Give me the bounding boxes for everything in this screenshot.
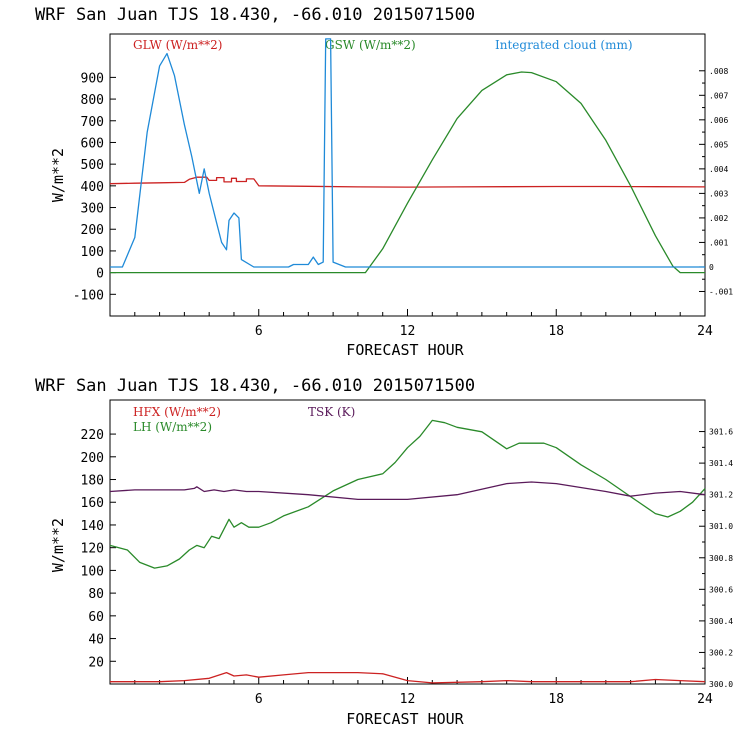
y2-tick-label: .002	[709, 214, 728, 223]
series-line-0-1	[110, 71, 705, 274]
x-tick-label: 6	[255, 692, 263, 707]
y-tick-label: 300	[81, 202, 104, 217]
y-tick-label: 40	[88, 633, 104, 648]
y-tick-label: 200	[81, 451, 104, 466]
y-tick-label: 220	[81, 428, 104, 443]
x-tick-label: 12	[400, 324, 416, 339]
y-tick-label: 700	[81, 115, 104, 130]
y-tick-label: 100	[81, 564, 104, 579]
panel-bottom-ylabel: W/m**2	[49, 518, 67, 572]
series-line-0-2	[110, 38, 705, 268]
series-line-1-1	[109, 419, 706, 569]
y-tick-label: -100	[73, 288, 104, 303]
y2-tick-label: 300.0	[709, 680, 733, 689]
legend-tsk: TSK (K)	[308, 405, 355, 419]
x-tick-label: 24	[697, 324, 713, 339]
series-line-1-0	[110, 671, 706, 684]
y-tick-label: 600	[81, 136, 104, 151]
y2-tick-label: -.001	[709, 287, 733, 296]
y2-tick-label: 301.0	[709, 522, 733, 531]
panel-bottom-series	[109, 419, 706, 684]
legend-glw: GLW (W/m**2)	[133, 38, 222, 52]
y-tick-label: 20	[88, 655, 104, 670]
panel-top-xlabel: FORECAST HOUR	[346, 341, 464, 359]
y-tick-label: 160	[81, 496, 104, 511]
y-tick-label: 800	[81, 93, 104, 108]
series-line-1-2	[109, 481, 706, 501]
y-tick-label: 200	[81, 223, 104, 238]
panel-bottom-frame	[109, 399, 706, 685]
y2-tick-label: 301.4	[709, 459, 733, 468]
y2-tick-label: 300.4	[709, 617, 733, 626]
y2-tick-label: 0	[709, 263, 714, 272]
x-tick-label: 12	[400, 692, 416, 707]
y2-tick-label: 300.8	[709, 554, 733, 563]
y2-tick-label: .001	[709, 238, 728, 247]
y2-tick-label: .008	[709, 67, 728, 76]
y2-tick-label: .005	[709, 140, 728, 149]
y2-tick-label: 300.2	[709, 648, 733, 657]
y2-tick-label: .007	[709, 91, 728, 100]
panel-bottom-xlabel: FORECAST HOUR	[346, 710, 464, 728]
legend-cloud: Integrated cloud (mm)	[495, 38, 633, 52]
y2-tick-label: 301.2	[709, 491, 733, 500]
y-tick-label: 0	[96, 267, 104, 282]
panel-bottom-ticks: 6 12 18 24 20 40 60 80 100 120 140 160 180 200 220 300.…	[81, 428, 734, 707]
panel-top-series	[109, 38, 706, 274]
panel-bottom: WRF San Juan TJS 18.430, -66.010 2015071…	[35, 376, 733, 728]
panel-top-ylabel: W/m**2	[49, 148, 67, 202]
panel-top-title: WRF San Juan TJS 18.430, -66.010 2015071…	[35, 5, 475, 25]
legend-hfx: HFX (W/m**2)	[133, 405, 221, 419]
y-tick-label: 180	[81, 474, 104, 489]
y-tick-label: 60	[88, 610, 104, 625]
y-tick-label: 900	[81, 71, 104, 86]
y-tick-label: 140	[81, 519, 104, 534]
panel-top: WRF San Juan TJS 18.430, -66.010 2015071…	[35, 5, 733, 359]
y-tick-label: 100	[81, 245, 104, 260]
y2-tick-label: 301.6	[709, 428, 733, 437]
series-line-0-0	[109, 176, 706, 188]
legend-gsw: GSW (W/m**2)	[325, 38, 416, 52]
legend-lh: LH (W/m**2)	[133, 420, 212, 434]
panel-bottom-title: WRF San Juan TJS 18.430, -66.010 2015071…	[35, 376, 475, 396]
y2-tick-label: 300.6	[709, 585, 733, 594]
x-tick-label: 24	[697, 692, 713, 707]
y-tick-label: 80	[88, 587, 104, 602]
y-tick-label: 400	[81, 180, 104, 195]
y2-tick-label: .003	[709, 189, 728, 198]
x-tick-label: 18	[548, 324, 564, 339]
y2-tick-label: .004	[709, 165, 728, 174]
y-tick-label: 500	[81, 158, 104, 173]
y-tick-label: 120	[81, 542, 104, 557]
panel-top-ticks: 6 12 18 24 -100 0 100 200 300 400 500 600 700 800 900 -…	[73, 67, 734, 339]
x-tick-label: 18	[548, 692, 564, 707]
panel-top-frame	[109, 33, 706, 317]
y2-tick-label: .006	[709, 116, 728, 125]
x-tick-label: 6	[255, 324, 263, 339]
